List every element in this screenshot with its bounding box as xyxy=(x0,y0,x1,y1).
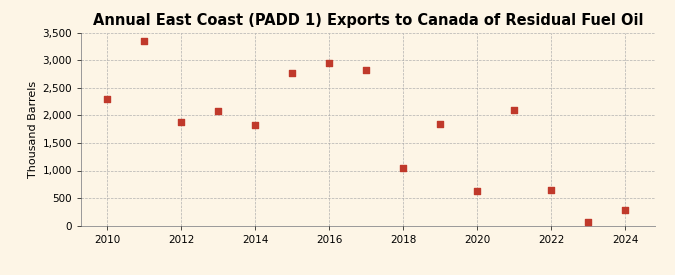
Point xyxy=(101,97,112,101)
Title: Annual East Coast (PADD 1) Exports to Canada of Residual Fuel Oil: Annual East Coast (PADD 1) Exports to Ca… xyxy=(92,13,643,28)
Point xyxy=(583,220,593,224)
Point xyxy=(138,39,149,43)
Point xyxy=(250,123,261,128)
Point xyxy=(545,188,556,192)
Point xyxy=(360,68,371,73)
Point xyxy=(323,61,334,65)
Point xyxy=(509,108,520,112)
Point xyxy=(287,70,298,75)
Point xyxy=(620,207,630,212)
Y-axis label: Thousand Barrels: Thousand Barrels xyxy=(28,81,38,178)
Point xyxy=(472,189,483,194)
Point xyxy=(213,109,223,113)
Point xyxy=(435,122,446,127)
Point xyxy=(176,120,186,124)
Point xyxy=(398,166,408,170)
